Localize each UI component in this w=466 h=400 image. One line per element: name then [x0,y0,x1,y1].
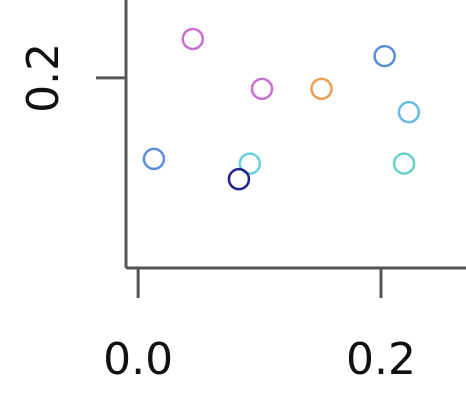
y-axis-ticks: 0.2 [18,43,126,113]
axes [124,0,466,270]
data-point [181,27,205,51]
data-point [397,100,421,124]
y-tick-label: 0.2 [18,43,69,113]
data-points [142,27,421,191]
data-point [250,77,274,101]
data-point [227,167,251,191]
x-axis-ticks: 0.0 0.2 [103,268,416,385]
data-point [142,147,166,171]
data-point [392,152,416,175]
data-point [373,44,396,68]
x-tick-label: 0.0 [103,334,173,385]
data-point [238,152,262,175]
data-point [310,77,333,101]
x-tick-label: 0.2 [346,334,416,385]
